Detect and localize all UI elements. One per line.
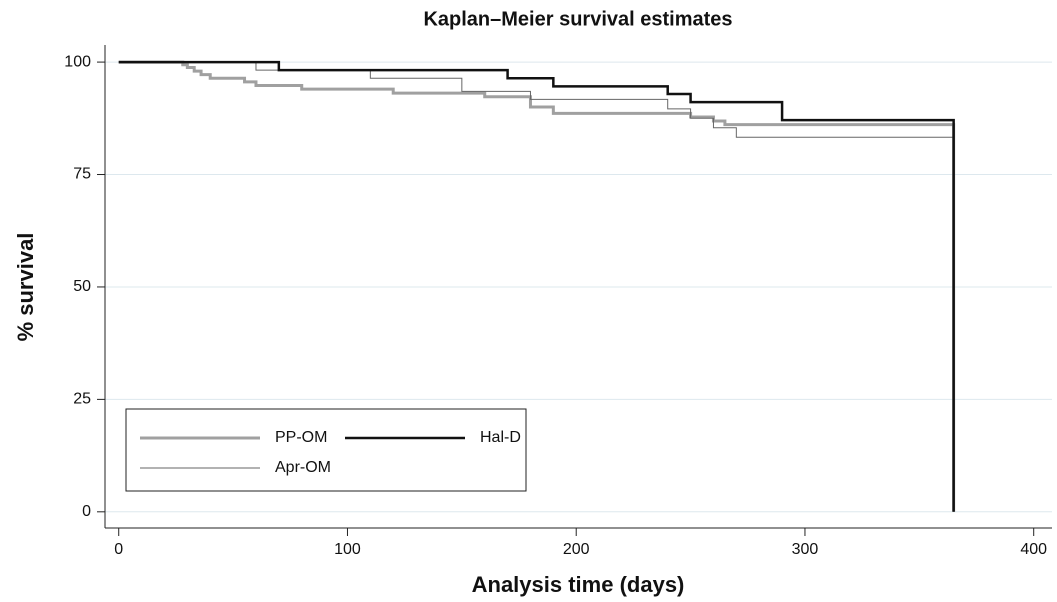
legend-label: Hal-D bbox=[480, 429, 521, 446]
y-tick-label: 100 bbox=[64, 53, 91, 70]
x-tick-label: 100 bbox=[334, 541, 361, 558]
x-axis-title: Analysis time (days) bbox=[472, 572, 685, 597]
x-tick-label: 300 bbox=[792, 541, 819, 558]
y-tick-label: 50 bbox=[73, 278, 91, 295]
y-tick-label: 25 bbox=[73, 391, 91, 408]
x-tick-label: 0 bbox=[114, 541, 123, 558]
y-tick-label: 75 bbox=[73, 166, 91, 183]
y-axis-title: % survival bbox=[13, 233, 38, 342]
survival-line bbox=[118, 60, 956, 512]
y-tick-label: 0 bbox=[82, 503, 91, 520]
legend-box bbox=[125, 408, 527, 492]
legend-label: PP-OM bbox=[275, 429, 327, 446]
legend-label: Apr-OM bbox=[275, 459, 331, 476]
x-tick-label: 200 bbox=[563, 541, 590, 558]
x-tick-label: 400 bbox=[1020, 541, 1047, 558]
survival-line bbox=[118, 60, 955, 512]
chart-title: Kaplan–Meier survival estimates bbox=[423, 8, 732, 30]
